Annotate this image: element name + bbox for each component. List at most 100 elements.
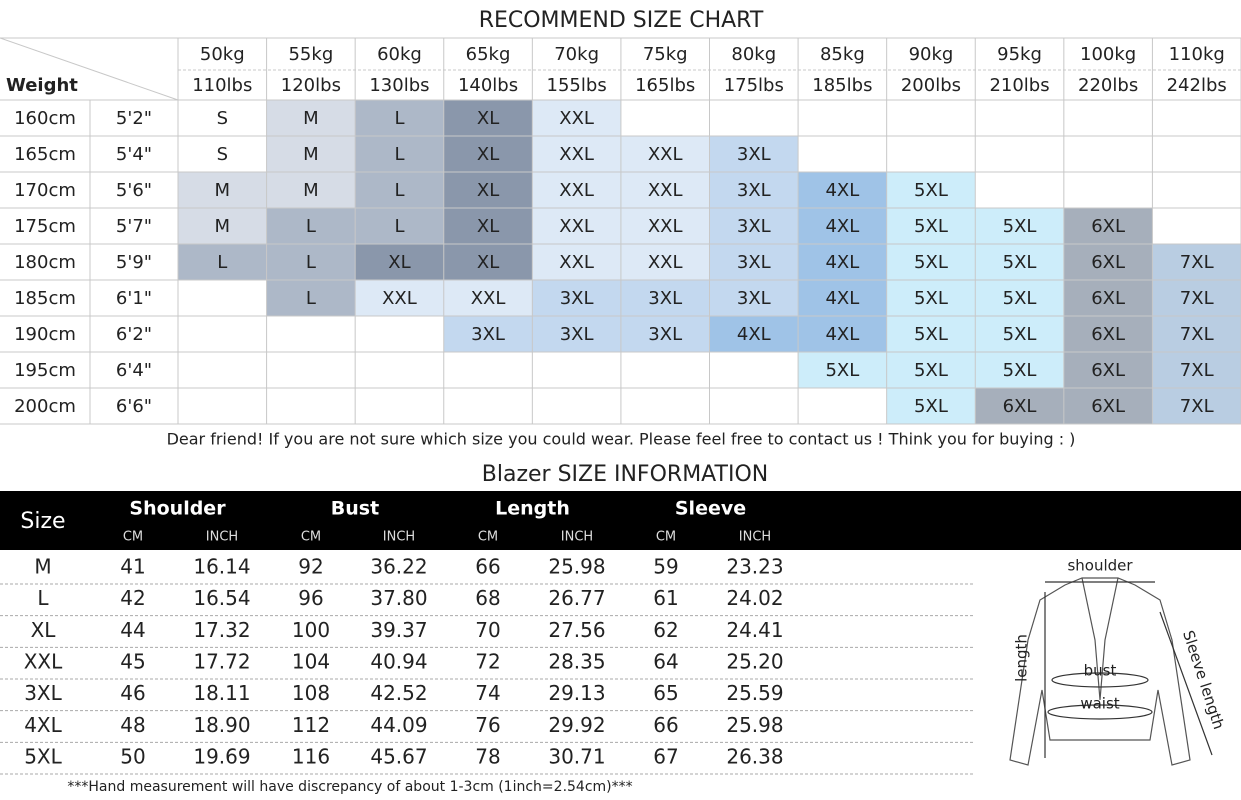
- weight-kg: 50kg: [200, 44, 245, 65]
- measure-cell: 29.13: [548, 681, 605, 705]
- size-cell: XL: [477, 216, 499, 237]
- measure-cell: 23.23: [726, 555, 783, 579]
- measure-cell: 26.77: [548, 586, 605, 610]
- measure-cell: 25.59: [726, 681, 783, 705]
- height-cm: 195cm: [14, 360, 76, 381]
- size-cell-bg: [532, 244, 621, 280]
- size-cell: XXL: [559, 252, 594, 273]
- size-cell-bg: [266, 208, 356, 244]
- waist-ellipse: [1047, 704, 1153, 720]
- size-cell: 6XL: [1091, 216, 1125, 237]
- unit-header: INCH: [561, 530, 593, 545]
- size-cell: 6XL: [1003, 396, 1037, 417]
- measure-cell: 44: [120, 618, 145, 642]
- measure-cell: 30.71: [548, 745, 605, 769]
- measure-cell: 70: [475, 618, 500, 642]
- size-cell-bg: [1152, 280, 1241, 316]
- measure-cell: 66: [653, 713, 678, 737]
- size-cell: 6XL: [1091, 288, 1125, 309]
- measure-cell: 19.69: [193, 745, 250, 769]
- size-cell-bg: [1063, 388, 1153, 424]
- size-cell-bg: [266, 280, 356, 316]
- measure-cell: 24.02: [726, 586, 783, 610]
- size-cell: 5XL: [825, 360, 859, 381]
- size-cell: 7XL: [1180, 324, 1214, 345]
- size-cell-bg: [1063, 352, 1153, 388]
- size-cell-bg: [886, 388, 976, 424]
- size-cell: M: [303, 108, 319, 129]
- height-ft: 5'4": [116, 144, 152, 165]
- size-cell-bg: [975, 280, 1064, 316]
- size-cell: XXL: [559, 144, 594, 165]
- height-cm: 175cm: [14, 216, 76, 237]
- size-cell-bg: [355, 172, 444, 208]
- size-cell: XL: [388, 252, 410, 273]
- size-cell-bg: [886, 244, 976, 280]
- size-cell: XXL: [648, 252, 683, 273]
- weight-kg: 100kg: [1080, 44, 1136, 65]
- size-cell: 3XL: [737, 288, 771, 309]
- measure-cell: XL: [31, 618, 57, 642]
- measure-cell: 26.38: [726, 745, 783, 769]
- size-cell: 3XL: [648, 288, 682, 309]
- height-ft: 6'6": [116, 396, 152, 417]
- measure-cell: 4XL: [24, 713, 62, 737]
- size-cell-bg: [178, 244, 267, 280]
- size-cell: 5XL: [914, 180, 948, 201]
- measure-cell: 25.98: [726, 713, 783, 737]
- size-cell-bg: [798, 352, 887, 388]
- size-cell-bg: [266, 100, 356, 136]
- size-cell-bg: [1063, 244, 1153, 280]
- measure-cell: 25.98: [548, 555, 605, 579]
- size-cell-bg: [532, 100, 621, 136]
- size-cell-bg: [1063, 208, 1153, 244]
- unit-header: INCH: [383, 530, 415, 545]
- size-header: Size: [20, 509, 65, 534]
- height-ft: 5'2": [116, 108, 152, 129]
- size-cell: M: [215, 216, 231, 237]
- size-cell-bg: [886, 280, 976, 316]
- unit-header: CM: [478, 530, 498, 545]
- size-cell-bg: [798, 280, 887, 316]
- size-cell-bg: [798, 244, 887, 280]
- size-cell: 7XL: [1180, 360, 1214, 381]
- group-header: Bust: [331, 498, 379, 520]
- height-cm: 200cm: [14, 396, 76, 417]
- size-cell-bg: [886, 208, 976, 244]
- measure-cell: 72: [475, 650, 500, 674]
- size-cell-bg: [886, 316, 976, 352]
- size-cell-bg: [443, 316, 533, 352]
- measure-cell: 28.35: [548, 650, 605, 674]
- measure-cell: 16.14: [193, 555, 250, 579]
- size-cell: L: [394, 108, 404, 129]
- size-cell-bg: [532, 172, 621, 208]
- size-cell-bg: [709, 208, 799, 244]
- jacket-outline: [1009, 577, 1191, 766]
- size-cell: L: [394, 180, 404, 201]
- weight-kg: 75kg: [643, 44, 688, 65]
- diagram-label: waist: [1080, 695, 1119, 713]
- measure-cell: 50: [120, 745, 145, 769]
- size-cell: 3XL: [737, 252, 771, 273]
- measure-cell: 116: [292, 745, 330, 769]
- measure-cell: M: [34, 555, 51, 579]
- size-cell-bg: [798, 172, 887, 208]
- unit-header: CM: [123, 530, 143, 545]
- diagram-label: bust: [1084, 662, 1117, 680]
- size-cell-bg: [266, 244, 356, 280]
- size-cell: XXL: [559, 216, 594, 237]
- height-cm: 190cm: [14, 324, 76, 345]
- measure-cell: 42.52: [370, 681, 427, 705]
- size-cell: 6XL: [1091, 324, 1125, 345]
- size-cell-bg: [443, 280, 533, 316]
- measure-cell: 62: [653, 618, 678, 642]
- size-cell-bg: [266, 136, 356, 172]
- size-cell-bg: [266, 172, 356, 208]
- size-cell-bg: [886, 172, 976, 208]
- measure-cell: 16.54: [193, 586, 250, 610]
- size-cell-bg: [355, 100, 444, 136]
- measure-cell: 36.22: [370, 555, 427, 579]
- measure-cell: 44.09: [370, 713, 427, 737]
- diagram-label: shoulder: [1067, 557, 1133, 575]
